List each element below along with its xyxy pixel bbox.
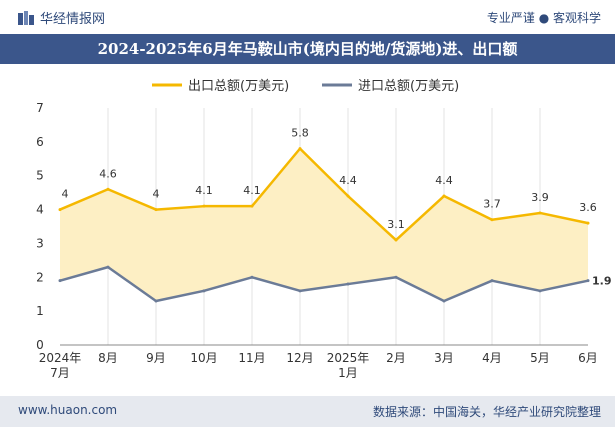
import-data-point bbox=[154, 299, 158, 303]
export-data-point bbox=[250, 204, 254, 208]
legend-label: 进口总额(万美元) bbox=[358, 79, 459, 94]
import-data-point bbox=[442, 299, 446, 303]
export-data-point bbox=[490, 218, 494, 222]
import-data-point bbox=[106, 265, 110, 269]
export-data-point bbox=[154, 208, 158, 212]
x-tick-label: 6月 bbox=[578, 351, 598, 365]
export-data-point bbox=[106, 187, 110, 191]
export-data-point bbox=[298, 147, 302, 151]
export-data-point bbox=[346, 194, 350, 198]
y-tick-label: 3 bbox=[36, 236, 44, 250]
y-tick-label: 2 bbox=[36, 270, 44, 284]
brand-name: 华经情报网 bbox=[40, 12, 106, 27]
export-data-label: 4.1 bbox=[243, 184, 261, 197]
footer-website[interactable]: www.huaon.com bbox=[18, 403, 118, 417]
export-data-label: 4.4 bbox=[339, 174, 357, 187]
x-tick-label: 2月 bbox=[386, 351, 406, 365]
x-tick-label: 4月 bbox=[482, 351, 502, 365]
chart-title: 2024-2025年6月年马鞍山市(境内目的地/货源地)进、出口额 bbox=[0, 34, 615, 64]
x-tick-label: 11月 bbox=[238, 351, 265, 365]
export-data-label: 3.7 bbox=[483, 198, 501, 211]
export-data-label: 4.6 bbox=[99, 167, 117, 180]
line-chart: 出口总额(万美元) 进口总额(万美元) 0 1 2 3 4 5 6 7 4 4.6 4 4.1 4.1 5.8… bbox=[36, 79, 612, 380]
top-bar: 华经情报网 专业严谨 ● 客观科学 bbox=[0, 0, 615, 34]
x-tick-label: 9月 bbox=[146, 351, 166, 365]
export-data-label: 4 bbox=[153, 188, 160, 201]
footer-source: 数据来源：中国海关，华经产业研究院整理 bbox=[372, 405, 601, 419]
legend-label: 出口总额(万美元) bbox=[188, 79, 289, 94]
export-data-point bbox=[538, 211, 542, 215]
export-data-point bbox=[586, 221, 590, 225]
export-data-point bbox=[442, 194, 446, 198]
brand-logo-icon bbox=[18, 10, 34, 25]
footer: www.huaon.com 数据来源：中国海关，华经产业研究院整理 bbox=[0, 396, 615, 427]
import-series-line bbox=[59, 265, 589, 303]
export-data-label: 4.1 bbox=[195, 184, 213, 197]
brand[interactable]: 华经情报网 bbox=[18, 8, 105, 27]
y-tick-label: 1 bbox=[36, 304, 44, 318]
import-data-point bbox=[298, 289, 302, 293]
x-tick-label: 2025年 bbox=[327, 351, 370, 365]
x-tick-label: 10月 bbox=[190, 351, 217, 365]
legend: 出口总额(万美元) 进口总额(万美元) bbox=[152, 79, 459, 94]
x-tick-label: 2024年 bbox=[39, 351, 82, 365]
export-data-point bbox=[394, 238, 398, 242]
import-data-point bbox=[250, 275, 254, 279]
export-data-label: 3.1 bbox=[387, 218, 405, 231]
slogan: 专业严谨 ● 客观科学 bbox=[486, 11, 601, 25]
x-tick-label: 12月 bbox=[286, 351, 313, 365]
x-tick-label: 5月 bbox=[530, 351, 550, 365]
export-data-label: 3.6 bbox=[579, 201, 597, 214]
x-tick-label: 3月 bbox=[434, 351, 454, 365]
export-data-point bbox=[202, 204, 206, 208]
export-series-line bbox=[59, 147, 589, 242]
import-data-label: 1.9 bbox=[592, 275, 612, 288]
y-tick-label: 7 bbox=[36, 101, 44, 115]
x-tick-label: 8月 bbox=[98, 351, 118, 365]
export-data-point bbox=[58, 208, 62, 212]
import-data-point bbox=[58, 279, 62, 283]
import-data-point bbox=[538, 289, 542, 293]
export-data-label: 3.9 bbox=[531, 191, 549, 204]
y-tick-label: 6 bbox=[36, 135, 44, 149]
export-data-label: 4 bbox=[62, 188, 69, 201]
x-tick-label: 7月 bbox=[50, 366, 70, 380]
y-tick-label: 5 bbox=[36, 169, 44, 183]
export-data-label: 5.8 bbox=[291, 127, 309, 140]
import-data-point bbox=[346, 282, 350, 286]
export-data-label: 4.4 bbox=[435, 174, 453, 187]
import-data-point bbox=[490, 279, 494, 283]
fill-between-area bbox=[60, 148, 588, 301]
y-tick-label: 0 bbox=[36, 338, 44, 352]
import-data-point bbox=[202, 289, 206, 293]
x-tick-label: 1月 bbox=[338, 366, 358, 380]
y-tick-label: 4 bbox=[36, 203, 44, 217]
import-data-point bbox=[394, 275, 398, 279]
import-data-point bbox=[586, 279, 590, 283]
